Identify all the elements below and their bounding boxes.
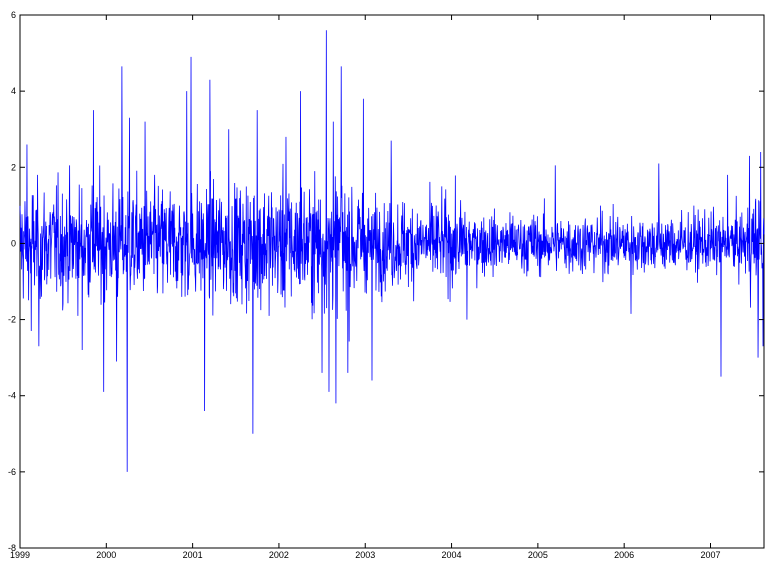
y-tick-label: -6 [8,467,16,477]
x-tick-label: 2006 [614,550,634,560]
x-tick-label: 2002 [269,550,289,560]
x-tick-label: 2007 [700,550,720,560]
x-tick-label: 2003 [355,550,375,560]
series-line [19,30,765,472]
y-tick-label: -4 [8,391,16,401]
x-tick-label: 2005 [528,550,548,560]
y-tick-label: 6 [11,10,16,20]
x-tick-label: 2000 [96,550,116,560]
y-tick-label: -2 [8,315,16,325]
y-tick-label: 2 [11,162,16,172]
y-tick-label: 0 [11,238,16,248]
series-layer [19,30,765,472]
x-tick-label: 1999 [10,550,30,560]
x-tick-label: 2004 [442,550,462,560]
x-tick-label: 2001 [183,550,203,560]
y-tick-label: -8 [8,543,16,553]
y-tick-label: 4 [11,86,16,96]
tick-layer: 1999 2000 2001 2002 2003 2004 2005 2006 2007 -8 -6… [8,10,764,560]
